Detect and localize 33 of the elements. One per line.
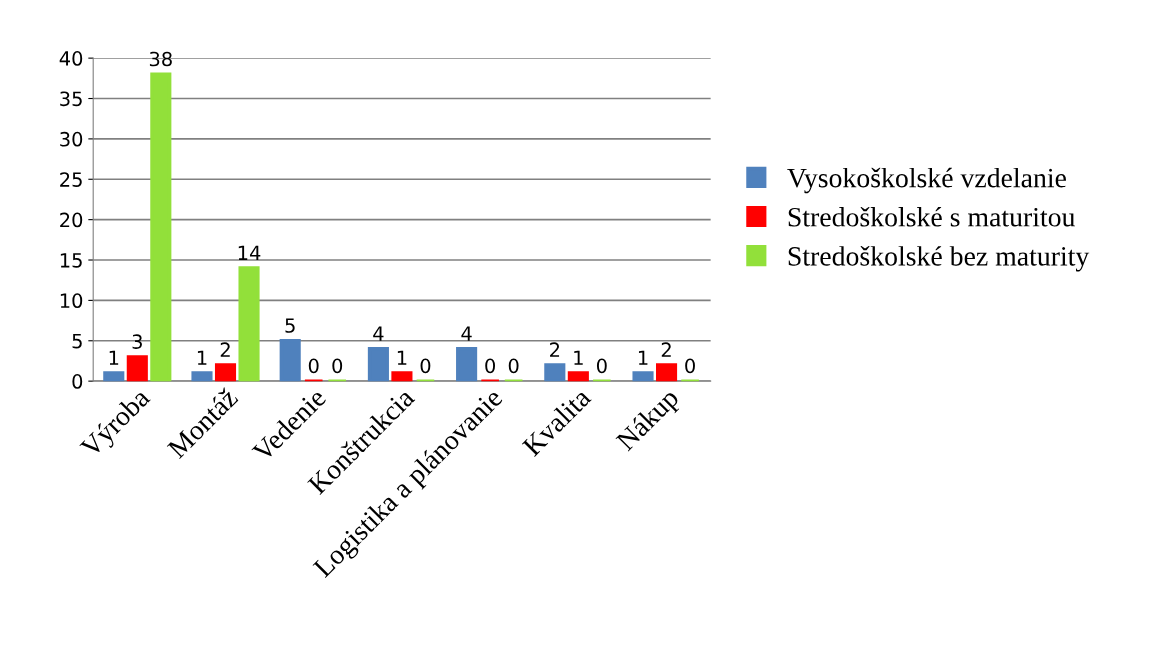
data-label: 4 (373, 326, 384, 341)
y-tick-label: 0 (72, 374, 83, 389)
data-label: 0 (308, 358, 319, 374)
data-label: 1 (574, 350, 583, 365)
data-label: 3 (132, 334, 142, 349)
y-tick-label: 25 (60, 172, 82, 187)
y-tick-label: 40 (59, 51, 83, 66)
legend-label: Stredoškolské s maturitou (788, 206, 1075, 227)
data-label: 1 (397, 350, 407, 365)
data-label: 0 (596, 358, 607, 374)
data-label: 0 (508, 358, 519, 374)
y-tick-label: 5 (72, 333, 82, 349)
data-label: 0 (685, 358, 695, 374)
data-label: 5 (285, 318, 295, 333)
data-label: 1 (109, 350, 119, 365)
legend-label: Stredoškolské bez maturity (788, 246, 1090, 272)
y-tick-label: 30 (60, 131, 83, 147)
data-label: 2 (550, 342, 560, 357)
data-label: 1 (638, 350, 648, 365)
data-label: 1 (197, 350, 207, 365)
data-label: 4 (461, 326, 472, 341)
data-label: 2 (661, 342, 671, 357)
data-label: 0 (485, 358, 496, 374)
data-label: 38 (149, 51, 172, 67)
legend-label: Vysokoškolské vzdelanie (787, 167, 1066, 194)
y-tick-label: 15 (60, 253, 82, 268)
y-tick-label: 10 (60, 293, 83, 309)
data-label: 0 (332, 358, 343, 374)
data-label: 2 (220, 342, 230, 357)
y-tick-label: 35 (60, 91, 82, 107)
y-tick-label: 20 (60, 212, 83, 228)
data-label: 0 (420, 358, 431, 374)
data-label: 14 (238, 245, 261, 260)
